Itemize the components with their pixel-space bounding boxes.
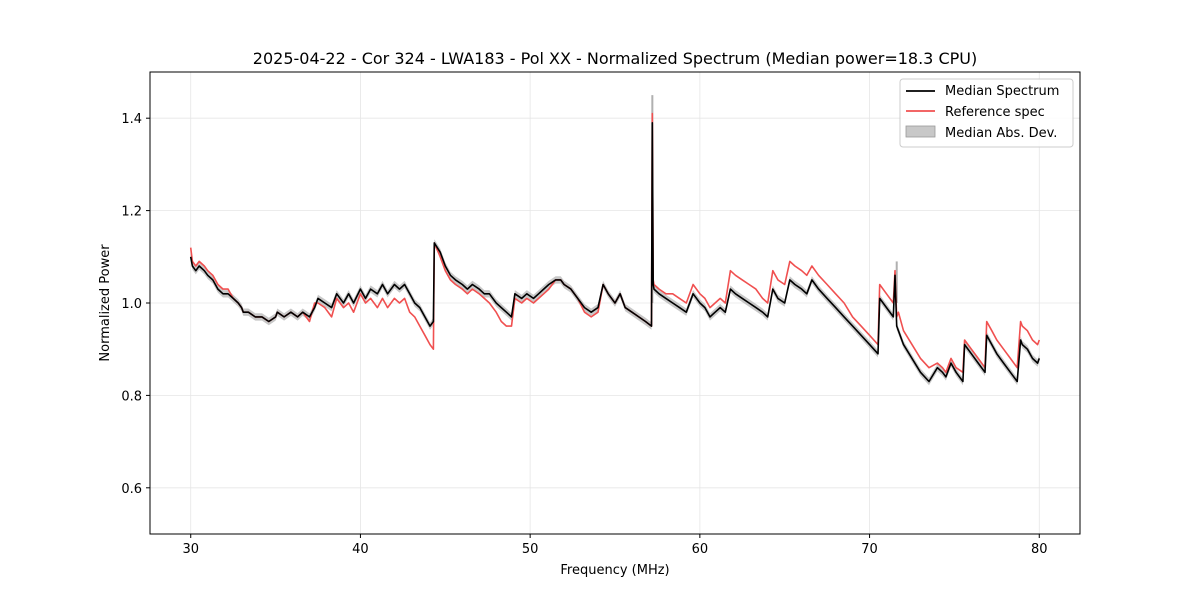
x-tick-label: 70	[861, 542, 878, 557]
x-axis-label: Frequency (MHz)	[560, 563, 669, 578]
x-tick-label: 60	[692, 542, 709, 557]
y-tick-label: 1.2	[121, 205, 142, 220]
x-tick-label: 40	[352, 542, 369, 557]
y-axis-label: Normalized Power	[98, 244, 113, 362]
chart-title: 2025-04-22 - Cor 324 - LWA183 - Pol XX -…	[253, 49, 977, 68]
legend-median-label: Median Spectrum	[945, 84, 1059, 99]
y-tick-label: 0.6	[121, 482, 142, 497]
reference-series-layer	[189, 112, 1041, 374]
legend-reference-label: Reference spec	[945, 105, 1045, 120]
median-spectrum-line	[189, 122, 1041, 383]
y-axis-ticks: 0.6 0.8 1.0 1.2 1.4	[121, 112, 150, 497]
y-tick-label: 1.0	[121, 297, 142, 312]
legend-mad-swatch	[905, 125, 936, 138]
legend-box	[899, 78, 1074, 148]
legend-mad-label: Median Abs. Dev.	[945, 126, 1057, 141]
reference-spectrum-line	[189, 112, 1041, 374]
x-tick-label: 30	[182, 542, 199, 557]
x-axis-ticks: 30 40 50 60 70 80	[182, 534, 1048, 557]
legend: Median Spectrum Reference spec Median Ab…	[899, 78, 1074, 148]
x-tick-label: 50	[522, 542, 539, 557]
y-tick-label: 0.8	[121, 389, 142, 404]
median-series-layer	[189, 122, 1041, 383]
y-tick-label: 1.4	[121, 112, 142, 127]
x-tick-label: 80	[1031, 542, 1048, 557]
